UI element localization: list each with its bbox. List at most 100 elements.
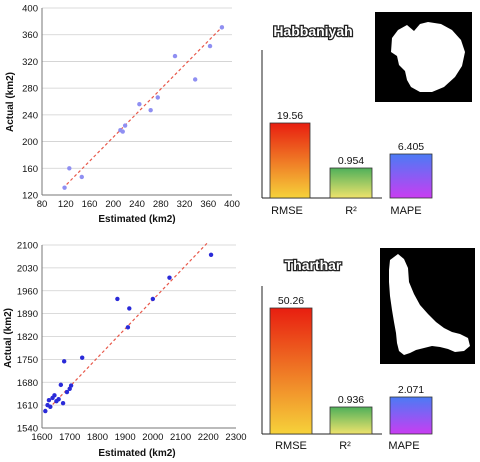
- y-tick-label: 400: [22, 4, 38, 15]
- y-tick-label: 200: [22, 137, 38, 148]
- y-tick-label: 160: [22, 164, 38, 175]
- bars: 50.26 0.936 2.071: [269, 295, 433, 435]
- bar-value-label: 0.954: [338, 155, 364, 167]
- y-tick-label: 360: [22, 30, 38, 41]
- x-tick-label: 1700: [59, 432, 80, 443]
- y-axis-label: Actual (km2): [5, 72, 16, 132]
- gridlines: [42, 244, 236, 406]
- lake-title: Tharthar: [285, 257, 342, 273]
- trendline-segment: [62, 24, 225, 189]
- y-tick-label: 2030: [17, 263, 38, 274]
- data-point: [148, 107, 153, 113]
- y-tick-label: 1820: [17, 332, 38, 343]
- bar-value-label: 2.071: [398, 384, 424, 396]
- x-tick-label: 1600: [31, 432, 52, 443]
- y-tick-label: 240: [22, 110, 38, 121]
- x-tick-label: 120: [58, 199, 74, 210]
- bar-category-label: RMSE: [275, 440, 307, 452]
- bar-r2: [329, 167, 373, 199]
- data-point: [60, 400, 66, 406]
- x-tick-label: 160: [82, 199, 98, 210]
- x-tick-label: 1800: [87, 432, 108, 443]
- y-tick-label: 120: [22, 191, 38, 202]
- tharthar-lake-mask: [380, 248, 475, 364]
- data-points: [43, 252, 214, 414]
- x-tick-label: 2100: [170, 432, 191, 443]
- data-point: [79, 355, 85, 360]
- data-points: [62, 25, 225, 190]
- data-point: [125, 325, 131, 330]
- bar-mape: [389, 153, 433, 199]
- x-tick-label: 2200: [198, 432, 219, 443]
- bar-chart-tharthar: 50.26 0.936 2.071 RMSE R² MAPE Tharthar: [261, 256, 433, 452]
- data-point: [61, 359, 67, 364]
- bar-category-label: R²: [339, 440, 351, 452]
- data-point: [46, 398, 52, 403]
- habbaniyah-lake-mask: [375, 12, 472, 102]
- bar-mape: [389, 396, 433, 435]
- x-tick-label: 200: [105, 199, 121, 210]
- bar-value-label: 19.56: [277, 110, 303, 122]
- data-point: [192, 77, 198, 82]
- data-point: [120, 129, 125, 134]
- bar-rmse: [269, 122, 311, 199]
- y-tick-label: 1750: [17, 355, 38, 366]
- bar-value-label: 50.26: [278, 295, 304, 307]
- bar-category-label: MAPE: [390, 205, 421, 217]
- x-tick-label: 320: [177, 199, 193, 210]
- bar-rmse: [269, 307, 313, 435]
- y-tick-label: 1680: [17, 378, 38, 389]
- x-tick-label: 360: [200, 199, 216, 210]
- y-tick-label: 2100: [17, 241, 38, 252]
- y-tick-label: 1610: [17, 401, 38, 412]
- bar-r2: [329, 406, 373, 435]
- data-point: [137, 101, 142, 107]
- x-axis-label: Estimated (km2): [98, 214, 175, 225]
- x-tick-label: 400: [224, 199, 240, 210]
- data-point: [172, 53, 178, 59]
- data-point: [115, 296, 120, 302]
- x-tick-label: 2300: [225, 432, 246, 443]
- scatter-chart-tharthar: 1540 1610 1680 1750 1820 1890 1960 2030 2100 160…: [3, 241, 247, 460]
- bar-category-label: MAPE: [388, 440, 419, 452]
- data-point: [167, 275, 172, 280]
- bar-value-label: 0.936: [338, 394, 364, 406]
- data-point: [62, 185, 67, 190]
- data-point: [155, 95, 160, 100]
- data-point: [67, 166, 72, 171]
- y-tick-labels: 1540 1610 1680 1750 1820 1890 1960 2030 2100: [17, 241, 38, 435]
- x-tick-label: 80: [37, 199, 48, 210]
- data-point: [58, 382, 64, 388]
- y-tick-label: 1540: [17, 424, 38, 435]
- gridlines: [42, 7, 232, 169]
- y-axis-label: Actual (km2): [3, 308, 14, 368]
- data-point: [64, 389, 70, 395]
- data-point: [43, 408, 48, 414]
- y-tick-label: 1960: [17, 286, 38, 297]
- data-point: [122, 123, 128, 128]
- x-tick-label: 2000: [142, 432, 163, 443]
- data-point: [52, 393, 57, 398]
- x-tick-labels: 1600 1700 1800 1900 2000 2100 2200 2300: [31, 432, 246, 443]
- data-point: [207, 43, 213, 49]
- data-point: [150, 296, 156, 302]
- data-point: [56, 397, 61, 402]
- x-axis-label: Estimated (km2): [98, 448, 175, 459]
- data-point: [68, 383, 74, 388]
- data-point: [127, 306, 132, 311]
- bar-value-label: 6.405: [398, 141, 424, 153]
- x-tick-label: 240: [129, 199, 145, 210]
- trendline: [62, 24, 225, 189]
- y-tick-label: 1890: [17, 309, 38, 320]
- x-tick-label: 280: [153, 199, 169, 210]
- bar-category-label: RMSE: [271, 205, 303, 217]
- bar-chart-habbaniyah: 19.56 0.954 6.405 RMSE R² MAPE Habbaniyah: [261, 22, 433, 217]
- x-tick-labels: 80 120 160 200 240 280 320 360 400: [37, 199, 240, 210]
- bars: 19.56 0.954 6.405: [269, 110, 433, 199]
- y-tick-label: 280: [22, 84, 38, 95]
- x-tick-label: 1900: [115, 432, 136, 443]
- data-point: [79, 174, 84, 180]
- data-point: [48, 404, 53, 409]
